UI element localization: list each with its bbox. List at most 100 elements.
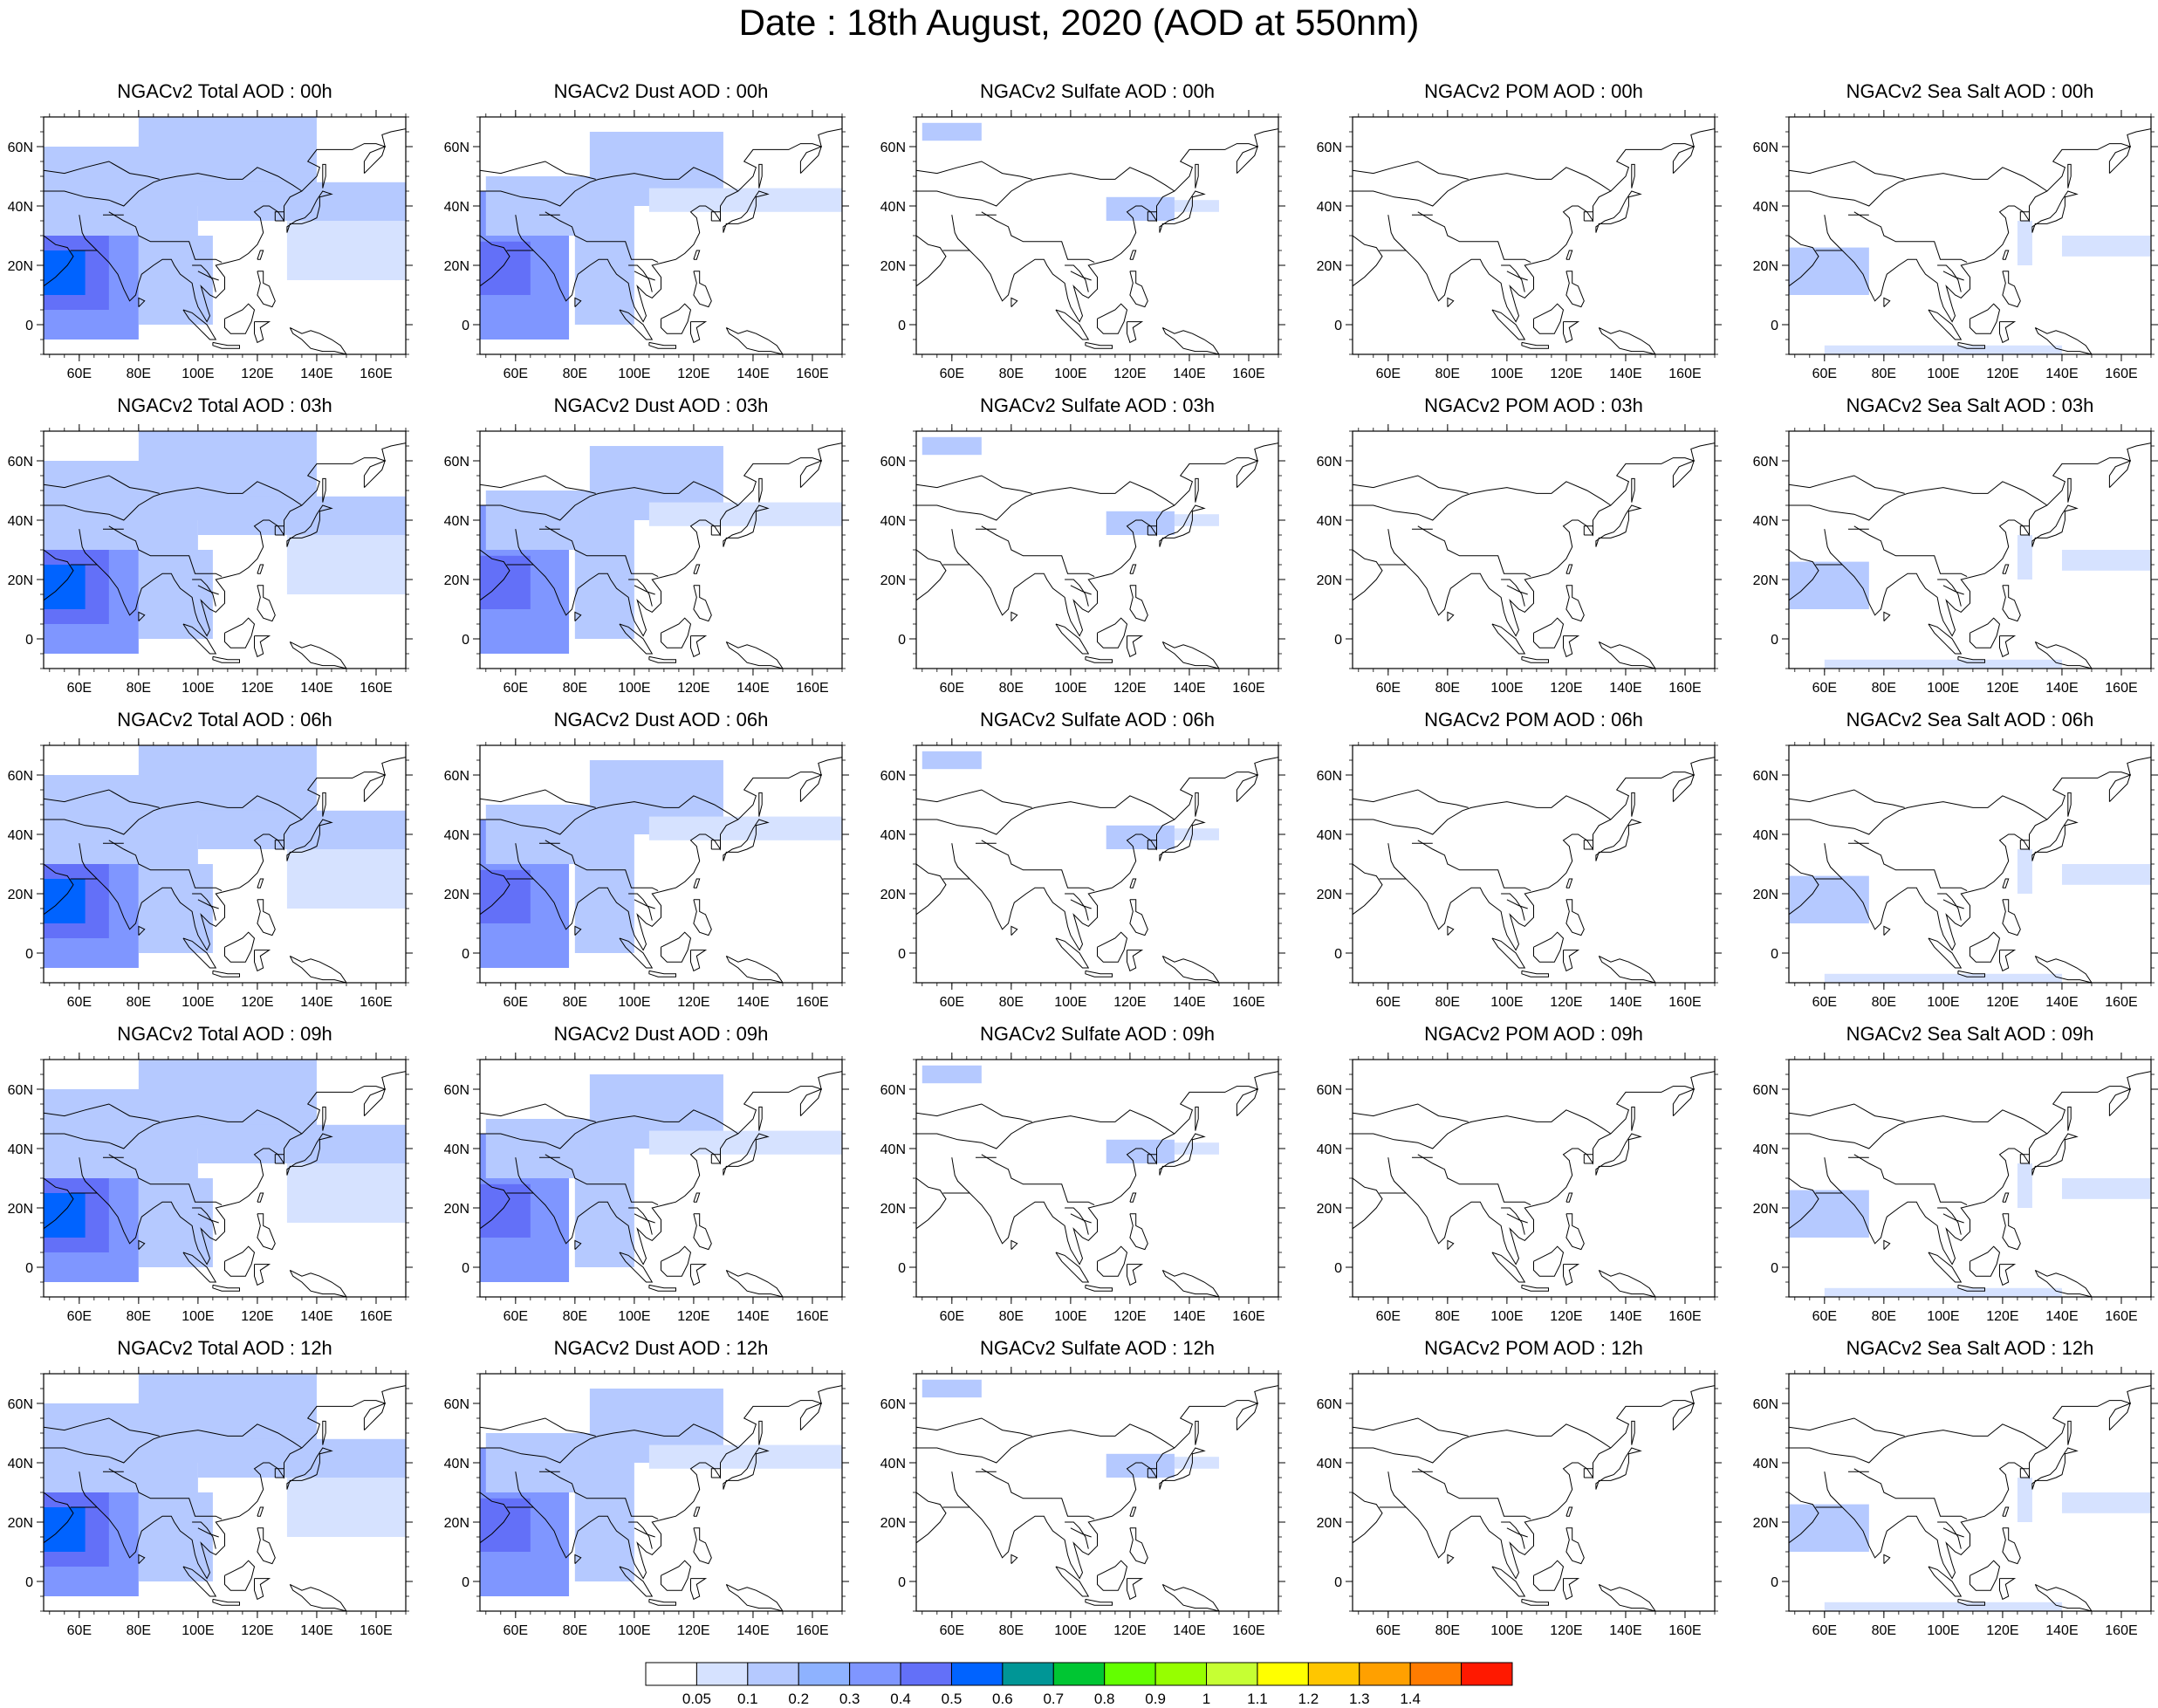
colorbar-label: 0.05: [682, 1691, 711, 1707]
coastline: [1070, 585, 1092, 595]
coastline: [182, 937, 217, 969]
coastline: [1010, 1239, 1018, 1250]
coastline: [723, 190, 770, 233]
coastline: [2031, 190, 2079, 233]
coastline: [138, 1239, 146, 1250]
x-tick-label: 80E: [999, 995, 1024, 1010]
y-tick-label: 20N: [1317, 259, 1342, 274]
coastline: [1789, 1492, 1819, 1544]
coastline: [1147, 840, 1157, 850]
x-tick-label: 100E: [618, 367, 650, 381]
map-panel-dust: NGACv2 Dust AOD : 00h 60E 80E 100E 120E 140E 1…: [436, 80, 849, 386]
x-tick-label: 120E: [1550, 995, 1582, 1010]
coastline: [363, 146, 387, 174]
x-tick-label: 160E: [1232, 995, 1264, 1010]
coastline: [758, 1106, 763, 1131]
coastline: [1065, 579, 1089, 607]
coastline: [2108, 460, 2132, 488]
coastline: [2108, 1088, 2132, 1116]
x-tick-label: 120E: [677, 681, 709, 696]
coastline: [725, 955, 784, 983]
coastline: [2067, 163, 2072, 189]
colorbar-swatch: [1307, 1662, 1360, 1686]
coastline: [1506, 899, 1528, 909]
map-plot: 60E 80E 100E 120E 140E 160E 60N 40N 20N 0: [1753, 110, 2158, 381]
coastline: [1387, 1157, 1407, 1194]
panel-title: NGACv2 Total AOD : 09h: [117, 1023, 332, 1045]
x-tick-label: 140E: [1609, 1309, 1641, 1324]
coastline: [1789, 863, 1819, 916]
coastline: [1957, 970, 1985, 977]
aod-region: [44, 250, 86, 295]
coastline: [138, 297, 146, 307]
x-tick-label: 160E: [1668, 1623, 1701, 1638]
x-tick-label: 140E: [2045, 995, 2078, 1010]
y-tick-label: 20N: [1753, 573, 1778, 588]
coastline: [286, 1447, 333, 1490]
coastline: [758, 163, 763, 189]
coastline: [2108, 774, 2132, 802]
x-tick-label: 160E: [796, 1309, 828, 1324]
coastline: [1353, 481, 1612, 521]
x-tick-label: 160E: [360, 995, 392, 1010]
x-tick-label: 100E: [1927, 367, 1959, 381]
coastline: [1129, 250, 1137, 260]
coastline: [916, 1109, 1175, 1149]
panel-title: NGACv2 POM AOD : 09h: [1424, 1023, 1643, 1045]
map-plot: 60E 80E 100E 120E 140E 160E 60N 40N 20N 0: [8, 1053, 413, 1324]
aod-region: [1789, 1504, 1869, 1552]
x-tick-label: 100E: [1054, 1309, 1086, 1324]
coastline: [545, 840, 659, 892]
coastline: [1129, 1213, 1148, 1251]
coastline: [515, 529, 534, 566]
coastline: [1942, 585, 1964, 595]
map-area: [480, 1385, 842, 1611]
coastline: [1789, 1423, 2048, 1464]
x-tick-label: 160E: [360, 681, 392, 696]
coastline: [44, 863, 74, 916]
coastline: [648, 341, 676, 349]
x-tick-label: 60E: [1376, 681, 1401, 696]
x-tick-label: 140E: [2045, 1309, 2078, 1324]
panel-title: NGACv2 Sea Salt AOD : 06h: [1846, 709, 2094, 731]
coastline: [2019, 1468, 2030, 1478]
aod-region: [197, 182, 406, 221]
x-tick-label: 80E: [563, 681, 587, 696]
x-tick-label: 100E: [618, 1309, 650, 1324]
coastline: [257, 878, 264, 888]
coastline: [44, 161, 160, 180]
coastline: [197, 1527, 219, 1538]
coastline: [322, 1420, 326, 1445]
coastline: [108, 211, 223, 264]
coastline: [951, 1157, 970, 1194]
x-tick-label: 100E: [1927, 681, 1959, 696]
coastline: [1353, 1417, 1469, 1437]
coastline: [1815, 442, 2151, 637]
coastline: [916, 789, 1032, 808]
map-area: [1353, 1071, 1715, 1297]
map-panel-pom: NGACv2 POM AOD : 12h 60E 80E 100E 120E 140E 16…: [1309, 1337, 1722, 1643]
x-tick-label: 160E: [1668, 1309, 1701, 1324]
x-tick-label: 60E: [67, 681, 92, 696]
x-tick-label: 80E: [999, 1309, 1024, 1324]
coastline: [1789, 549, 1819, 601]
aod-region: [138, 1492, 213, 1581]
coastline: [1521, 341, 1549, 349]
colorbar-swatch: [900, 1662, 952, 1686]
y-tick-label: 0: [462, 319, 469, 333]
aod-region: [921, 436, 982, 456]
coastline: [981, 840, 1095, 892]
coastline: [1928, 937, 1963, 969]
colorbar-swatch: [1104, 1662, 1156, 1686]
coastline: [1563, 950, 1580, 972]
coastline: [1789, 167, 2048, 207]
coastline: [1147, 211, 1157, 222]
colorbar-swatch: [1002, 1662, 1054, 1686]
y-tick-label: 20N: [1317, 573, 1342, 588]
coastline: [224, 1560, 256, 1591]
coastline: [480, 863, 510, 916]
coastline: [1491, 937, 1526, 969]
coastline: [44, 549, 74, 601]
map-area: [480, 442, 842, 669]
aod-region: [2017, 1163, 2032, 1208]
